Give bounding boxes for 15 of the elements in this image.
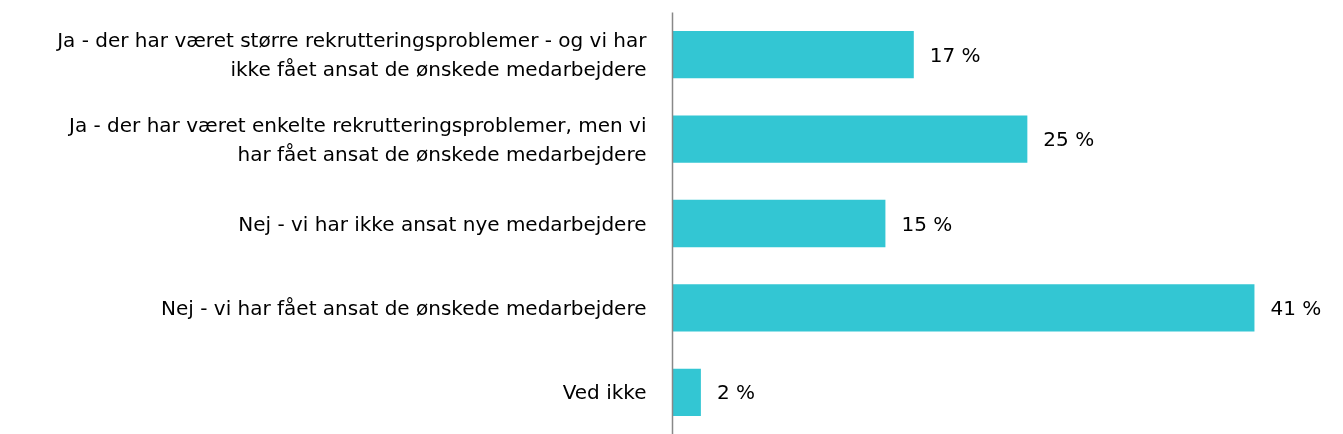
y-tick-label: Nej - vi har ikke ansat nye medarbejdere bbox=[238, 211, 647, 236]
bar bbox=[672, 115, 1028, 163]
y-tick-label: Ja - der har været enkelte rekrutteringsproblemer, men vi har fået ansat de ønskede medarbejdere bbox=[67, 112, 647, 166]
data-label: 15 % bbox=[901, 211, 953, 236]
bar bbox=[672, 368, 701, 416]
y-tick-label: Nej - vi har fået ansat de ønskede medarbejdere bbox=[161, 295, 647, 320]
bar bbox=[672, 284, 1255, 332]
bar bbox=[672, 31, 914, 79]
y-tick-label: Ja - der har været større rekrutteringsproblemer - og vi har ikke fået ansat de ønskede medarbejdere bbox=[55, 28, 648, 82]
data-label: 2 % bbox=[716, 380, 755, 405]
data-label: 25 % bbox=[1043, 127, 1095, 152]
data-label: 17 % bbox=[929, 42, 981, 67]
data-label: 41 % bbox=[1270, 295, 1322, 320]
bar bbox=[672, 199, 886, 248]
y-tick-label: Ved ikke bbox=[562, 380, 647, 405]
